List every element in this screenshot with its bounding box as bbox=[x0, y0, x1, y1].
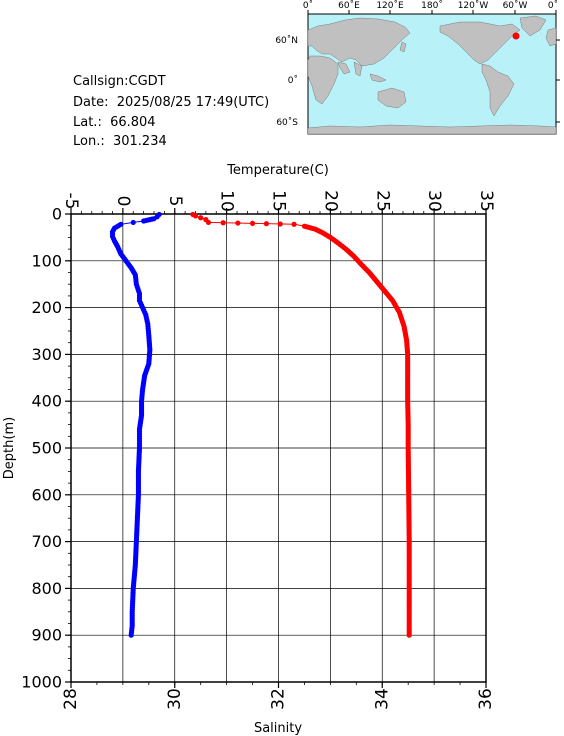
map-lat-label: 60˚S bbox=[276, 117, 298, 128]
map-lon-label: 120˚W bbox=[458, 0, 489, 11]
salinity-tick-label: 36 bbox=[476, 688, 496, 710]
temperature-tick-label: -5 bbox=[61, 193, 81, 210]
north-america-landmass bbox=[439, 21, 521, 65]
temperature-tick-label: 0 bbox=[113, 196, 133, 207]
temperature-tick-label: 20 bbox=[320, 190, 340, 212]
map-lon-label: 180˚ bbox=[421, 0, 443, 11]
antarctica-landmass bbox=[307, 124, 557, 135]
japan-landmass bbox=[399, 41, 407, 53]
temperature-tick-label: 30 bbox=[424, 190, 444, 212]
axis-ticks bbox=[65, 208, 487, 688]
temperature-profile bbox=[109, 211, 162, 638]
salinity-point bbox=[192, 213, 199, 219]
station-marker bbox=[512, 32, 520, 40]
temperature-tick-label: 10 bbox=[217, 190, 237, 212]
salinity-tick-label: 30 bbox=[165, 688, 185, 710]
map-lon-labels: 0˚ 60˚E 120˚E 180˚ 120˚W 60˚W 0˚ bbox=[303, 0, 558, 11]
map-lon-label: 60˚W bbox=[503, 0, 528, 11]
salinity-axis-title: Salinity bbox=[254, 721, 302, 736]
salinity-point bbox=[198, 215, 204, 221]
salinity-tick-label: 34 bbox=[372, 688, 392, 710]
salinity-point bbox=[291, 221, 297, 227]
australia-landmass bbox=[377, 87, 407, 109]
depth-tick-label: 900 bbox=[31, 626, 62, 645]
plot-grid bbox=[71, 214, 486, 682]
date-text: Date: 2025/08/25 17:49(UTC) bbox=[73, 95, 270, 110]
europe-east-landmass bbox=[545, 27, 557, 47]
map-lat-label: 0˚ bbox=[288, 75, 298, 86]
depth-tick-label: 1000 bbox=[21, 673, 62, 692]
depth-tick-label: 600 bbox=[31, 485, 62, 504]
temperature-point bbox=[141, 218, 147, 224]
temperature-tick-label: 35 bbox=[476, 190, 496, 212]
salinity-point bbox=[406, 632, 412, 638]
south-america-landmass bbox=[481, 63, 515, 117]
callsign-text: Callsign:CGDT bbox=[73, 74, 166, 89]
temperature-point bbox=[130, 219, 136, 226]
depth-tick-label: 700 bbox=[31, 532, 62, 551]
map-land bbox=[307, 15, 557, 135]
map-lon-label: 0˚ bbox=[303, 0, 313, 11]
map-lat-labels: 60˚N 0˚ 60˚S bbox=[275, 35, 298, 128]
depth-tick-label: 500 bbox=[31, 439, 62, 458]
salinity-sample-point bbox=[263, 221, 269, 227]
salinity-profile bbox=[190, 211, 412, 638]
depth-tick-label: 0 bbox=[52, 205, 62, 224]
map-lat-label: 60˚N bbox=[275, 35, 298, 46]
depth-tick-label: 300 bbox=[31, 345, 62, 364]
salinity-sample-point bbox=[220, 220, 226, 226]
profile-series bbox=[109, 211, 412, 638]
depth-axis-title: Depth(m) bbox=[2, 417, 17, 479]
latitude-text: Lat.: 66.804 bbox=[73, 115, 156, 130]
map-lon-label: 120˚E bbox=[376, 0, 404, 11]
salinity-tick-label: 32 bbox=[269, 688, 289, 710]
depth-tick-label: 200 bbox=[31, 298, 62, 317]
longitude-text: Lon.: 301.234 bbox=[73, 134, 167, 149]
temperature-tick-label: 5 bbox=[165, 196, 185, 207]
depth-tick-label: 100 bbox=[31, 251, 62, 270]
eurasia-landmass bbox=[307, 17, 411, 67]
depth-tick-label: 800 bbox=[31, 579, 62, 598]
temperature-point bbox=[128, 632, 134, 638]
temperature-tick-label: 15 bbox=[269, 190, 289, 212]
map-lon-label: 0˚ bbox=[548, 0, 558, 11]
salinity-sample-point bbox=[235, 220, 241, 226]
salinity-point bbox=[249, 220, 256, 226]
temperature-axis-title: Temperature(C) bbox=[226, 163, 329, 178]
africa-landmass bbox=[307, 55, 339, 105]
map-lon-label: 60˚E bbox=[338, 0, 360, 11]
map-lon-ticks bbox=[307, 10, 560, 123]
temperature-tick-label: 25 bbox=[372, 190, 392, 212]
salinity-tick-label: 28 bbox=[61, 688, 81, 710]
world-map: 0˚ 60˚E 120˚E 180˚ 120˚W 60˚W 0˚ 60˚N 0˚… bbox=[275, 0, 560, 135]
greenland-landmass bbox=[519, 15, 547, 37]
south-asia-landmass bbox=[337, 61, 363, 77]
salinity-sample-point bbox=[277, 221, 283, 227]
depth-tick-label: 400 bbox=[31, 392, 62, 411]
indonesia-landmass bbox=[369, 73, 387, 83]
salinity-point bbox=[205, 219, 212, 226]
